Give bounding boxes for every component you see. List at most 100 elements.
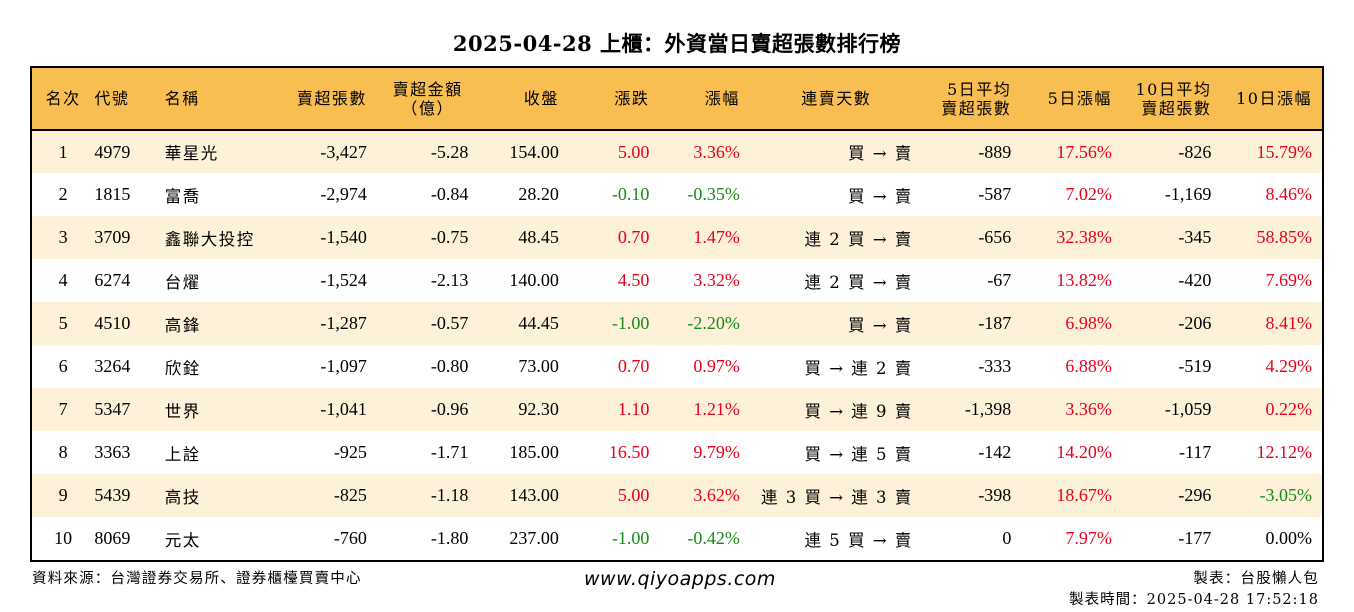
cell-change: 0.70 <box>617 356 650 376</box>
header-code: 代號 <box>94 89 130 108</box>
cell-sell-amount: -1.80 <box>430 528 469 548</box>
table-row: 5 4510 高鋒 -1,287 -0.57 44.45 -1.00 -2.20% 買 → 賣 -… <box>32 302 1322 345</box>
cell-change: -1.00 <box>611 313 650 333</box>
cell-sell-shares: -825 <box>333 485 367 505</box>
cell-sell-amount: -1.18 <box>430 485 469 505</box>
cell-name: 世界 <box>164 401 201 421</box>
header-streak: 連賣天數 <box>801 89 872 108</box>
cell-close: 73.00 <box>518 356 559 376</box>
cell-code: 3363 <box>94 442 131 462</box>
header-sell-amount-line1: 賣超金額 <box>392 79 463 99</box>
cell-pct5: 17.56% <box>1056 141 1112 162</box>
cell-name: 台燿 <box>164 272 201 292</box>
cell-avg10: -826 <box>1178 141 1212 162</box>
header-sell-shares: 賣超張數 <box>296 89 367 108</box>
cell-change-pct: 3.62% <box>693 485 740 505</box>
table-row: 4 6274 台燿 -1,524 -2.13 140.00 4.50 3.32% 連 2 買 →… <box>32 259 1322 302</box>
cell-change: 1.10 <box>617 399 650 419</box>
header-avg10: 10日平均 賣超張數 <box>1122 68 1222 130</box>
table-row: 2 1815 富喬 -2,974 -0.84 28.20 -0.10 -0.35% 買 → 賣 -… <box>32 173 1322 216</box>
cell-close: 44.45 <box>518 313 559 333</box>
cell-streak: 連 2 買 → 賣 <box>804 229 913 249</box>
cell-code: 8069 <box>94 528 131 548</box>
cell-rank: 5 <box>58 313 68 333</box>
cell-close: 92.30 <box>518 399 559 419</box>
table-row: 10 8069 元太 -760 -1.80 237.00 -1.00 -0.42% 連 5 買 … <box>32 517 1322 560</box>
cell-code: 3264 <box>94 356 131 376</box>
cell-streak: 買 → 賣 <box>847 144 913 163</box>
website-link[interactable]: www.qiyoapps.com <box>584 568 776 590</box>
cell-streak: 買 → 賣 <box>847 186 913 206</box>
cell-rank: 9 <box>58 485 68 505</box>
table-row: 8 3363 上詮 -925 -1.71 185.00 16.50 9.79% 買 → 連 5 … <box>32 431 1322 474</box>
data-source: 資料來源：台灣證券交易所、證券櫃檯買賣中心 <box>32 571 362 587</box>
table-header: 名次 代號 名稱 賣超張數 賣超金額 （億） 收盤 漲跌 漲幅 連賣天數 5日平… <box>32 68 1322 130</box>
cell-code: 4510 <box>94 313 131 333</box>
cell-name: 華星光 <box>164 144 219 163</box>
cell-sell-shares: -1,287 <box>320 313 367 333</box>
cell-change: 4.50 <box>617 270 650 290</box>
cell-sell-shares: -760 <box>333 528 367 548</box>
cell-avg5: -587 <box>978 184 1012 204</box>
cell-pct5: 13.82% <box>1056 270 1112 290</box>
table-body: 1 4979 華星光 -3,427 -5.28 154.00 5.00 3.36% 買 → 賣 -… <box>32 130 1322 560</box>
cell-sell-amount: -0.80 <box>430 356 469 376</box>
cell-avg5: -67 <box>987 270 1012 290</box>
table-row: 1 4979 華星光 -3,427 -5.28 154.00 5.00 3.36% 買 → 賣 -… <box>32 130 1322 173</box>
table-maker: 製表：台股懶人包 <box>1193 571 1319 587</box>
cell-close: 143.00 <box>509 485 559 505</box>
header-sell-amount: 賣超金額 （億） <box>377 68 479 130</box>
cell-avg5: -1,398 <box>964 399 1012 419</box>
cell-rank: 3 <box>58 227 68 247</box>
cell-change: -1.00 <box>611 528 650 548</box>
cell-sell-shares: -2,974 <box>320 184 367 204</box>
cell-pct5: 6.98% <box>1065 313 1112 333</box>
cell-streak: 買 → 賣 <box>847 315 913 335</box>
table-row: 6 3264 欣銓 -1,097 -0.80 73.00 0.70 0.97% 買 → 連 2 … <box>32 345 1322 388</box>
cell-close: 185.00 <box>509 442 559 462</box>
cell-streak: 買 → 連 2 賣 <box>804 358 913 378</box>
cell-sell-amount: -1.71 <box>430 442 469 462</box>
cell-code: 1815 <box>94 184 131 204</box>
cell-name: 高技 <box>164 487 201 507</box>
cell-streak: 買 → 連 5 賣 <box>804 444 913 464</box>
cell-streak: 連 2 買 → 賣 <box>804 272 913 292</box>
cell-sell-amount: -0.75 <box>430 227 469 247</box>
cell-pct10: 15.79% <box>1256 141 1313 162</box>
cell-pct5: 3.36% <box>1065 399 1112 419</box>
cell-avg10: -117 <box>1179 442 1212 462</box>
cell-sell-shares: -1,540 <box>320 227 367 247</box>
header-rank: 名次 <box>45 89 81 108</box>
cell-rank: 7 <box>58 399 68 419</box>
cell-rank: 10 <box>54 528 73 548</box>
cell-pct10: 7.69% <box>1265 270 1313 290</box>
cell-avg5: -889 <box>978 141 1012 162</box>
cell-pct5: 18.67% <box>1056 485 1112 505</box>
cell-avg10: -345 <box>1178 227 1212 247</box>
cell-close: 237.00 <box>509 528 559 548</box>
header-close: 收盤 <box>523 89 559 108</box>
cell-avg5: -333 <box>978 356 1012 376</box>
cell-sell-shares: -3,427 <box>320 141 367 162</box>
cell-avg5: -656 <box>978 227 1012 247</box>
cell-code: 5347 <box>94 399 131 419</box>
cell-avg10: -206 <box>1178 313 1212 333</box>
cell-pct10: 8.46% <box>1265 184 1313 204</box>
cell-sell-amount: -2.13 <box>430 270 469 290</box>
cell-close: 154.00 <box>509 141 559 162</box>
cell-pct5: 14.20% <box>1056 442 1112 462</box>
cell-sell-amount: -0.57 <box>430 313 469 333</box>
table-row: 3 3709 鑫聯大投控 -1,540 -0.75 48.45 0.70 1.47% 連 2 買… <box>32 216 1322 259</box>
cell-name: 元太 <box>164 530 201 550</box>
page-title: 2025-04-28 上櫃：外資當日賣超張數排行榜 <box>452 31 902 56</box>
cell-rank: 4 <box>58 270 68 290</box>
cell-avg5: -398 <box>978 485 1012 505</box>
cell-change-pct: 0.97% <box>693 356 740 376</box>
cell-streak: 連 3 買 → 連 3 賣 <box>760 487 913 507</box>
cell-avg5: -142 <box>978 442 1012 462</box>
header-avg5: 5日平均 賣超張數 <box>923 68 1022 130</box>
cell-change: 0.70 <box>617 227 650 247</box>
cell-sell-amount: -0.84 <box>430 184 469 204</box>
cell-sell-shares: -925 <box>333 442 367 462</box>
cell-pct10: 8.41% <box>1265 313 1313 333</box>
